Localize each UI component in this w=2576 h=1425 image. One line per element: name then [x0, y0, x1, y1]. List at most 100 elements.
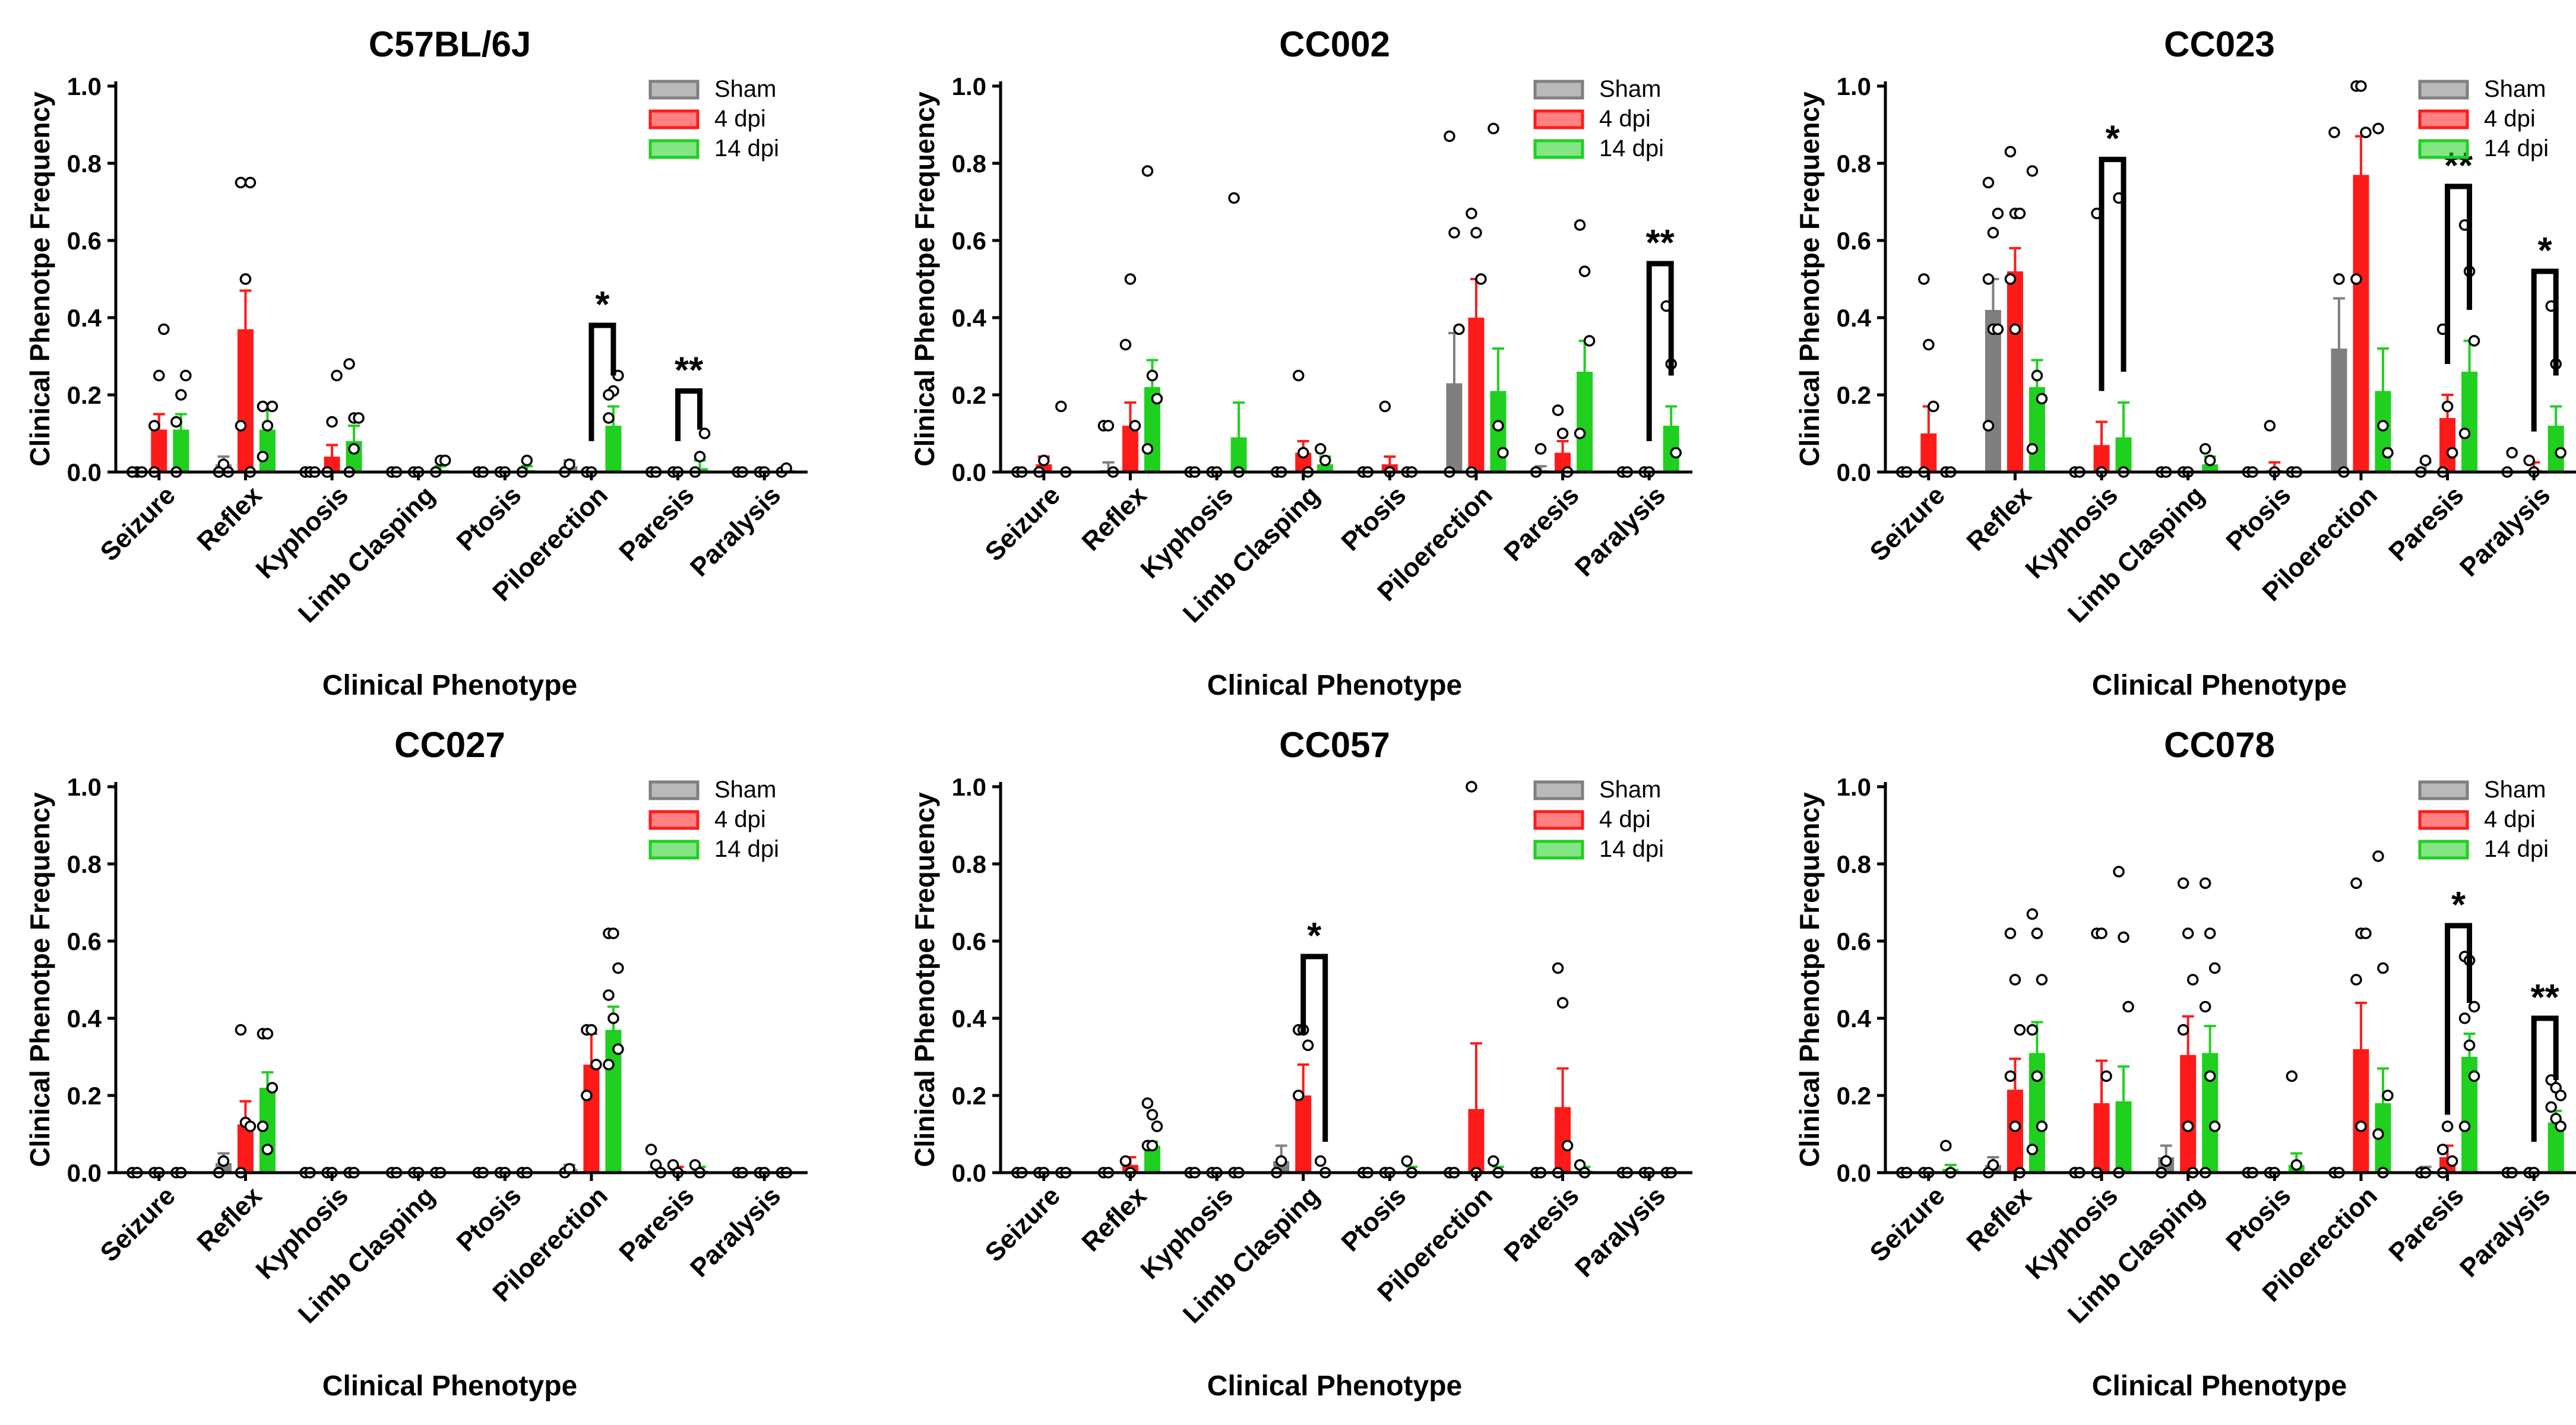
- bar-sham: [1446, 383, 1463, 472]
- data-point: [607, 1012, 619, 1024]
- data-point: [1470, 227, 1482, 239]
- data-point: [2441, 400, 2454, 413]
- y-tick-label: 0.8: [1837, 850, 1871, 878]
- data-point: [2026, 165, 2039, 177]
- significance-label: *: [2538, 230, 2553, 271]
- chart-panel: CC057 Clinical Phenotpe Frequency Clinical…: [909, 725, 1692, 1402]
- data-point: [2458, 1120, 2471, 1132]
- x-axis-label: Clinical Phenotype: [322, 1370, 577, 1402]
- legend-label: 14 dpi: [2484, 135, 2549, 162]
- data-point: [2328, 126, 2340, 138]
- bar-14-dpi: [173, 429, 189, 472]
- y-tick-label: 0.6: [952, 227, 986, 255]
- data-point: [1918, 273, 1930, 285]
- y-tick-label: 0.4: [1837, 304, 1872, 332]
- y-axis-label: Clinical Phenotpe Frequency: [909, 792, 940, 1167]
- data-point: [581, 1090, 593, 1101]
- x-tick-label: Seizure: [980, 1181, 1066, 1267]
- data-point: [2208, 962, 2221, 974]
- data-point: [2264, 420, 2276, 432]
- data-point: [1982, 176, 1995, 189]
- data-point: [1038, 454, 1050, 467]
- data-point: [603, 412, 615, 424]
- data-point: [2122, 1000, 2134, 1013]
- data-point: [1987, 1159, 1999, 1171]
- data-point: [2014, 207, 2026, 220]
- data-point: [1119, 338, 1132, 351]
- x-axis-label: Clinical Phenotype: [322, 670, 577, 701]
- x-tick-label: Seizure: [95, 480, 181, 566]
- data-point: [1292, 369, 1305, 382]
- legend-swatch-sham: [2418, 80, 2469, 100]
- data-point: [1146, 369, 1159, 382]
- bar-4-dpi: [1468, 1109, 1485, 1173]
- data-point: [1552, 404, 1564, 416]
- data-point: [2458, 428, 2471, 439]
- bar-4-dpi: [2353, 175, 2369, 472]
- x-tick-label: Paresis: [1498, 1181, 1584, 1267]
- x-tick-label: Paralysis: [685, 1181, 786, 1282]
- significance-bracket: [2531, 1015, 2559, 1142]
- x-axis-label: Clinical Phenotype: [1207, 1370, 1462, 1402]
- y-axis-label: Clinical Phenotpe Frequency: [909, 91, 940, 467]
- chart-panel: CC027 Clinical Phenotpe Frequency Clinical…: [24, 725, 808, 1402]
- data-point: [2355, 1120, 2367, 1132]
- chart-panel: CC002 Clinical Phenotpe Frequency Clinical…: [909, 24, 1692, 701]
- significance-bracket: [1300, 954, 1328, 1142]
- data-point: [1453, 323, 1465, 335]
- y-tick-label: 0.0: [1837, 1159, 1871, 1187]
- y-tick-label: 0.8: [67, 850, 102, 878]
- data-point: [2004, 273, 2017, 285]
- data-point: [2382, 1090, 2394, 1101]
- chart-title: CC027: [394, 725, 505, 765]
- data-point: [2036, 392, 2048, 405]
- data-point: [1314, 1155, 1327, 1167]
- data-point: [2468, 335, 2480, 347]
- data-point: [590, 1059, 602, 1071]
- data-point: [239, 273, 252, 285]
- x-tick-label: Ptosis: [451, 480, 527, 556]
- data-point: [1319, 454, 1331, 467]
- legend-swatch-sham: [2418, 780, 2469, 800]
- data-point: [2286, 1070, 2298, 1082]
- data-point: [2382, 446, 2394, 459]
- data-point: [1466, 781, 1477, 793]
- y-tick-label: 0.6: [67, 927, 102, 955]
- data-point: [2118, 931, 2129, 943]
- data-point: [2333, 273, 2345, 285]
- x-tick-label: Paresis: [613, 1181, 700, 1267]
- data-point: [1146, 1109, 1159, 1121]
- data-point: [180, 369, 192, 382]
- y-tick-label: 0.2: [67, 1082, 102, 1110]
- bar-14-dpi: [1317, 464, 1334, 472]
- data-point: [2031, 927, 2043, 939]
- y-tick-label: 0.6: [1837, 227, 1871, 255]
- y-tick-label: 0.0: [1837, 458, 1871, 486]
- data-point: [2446, 1155, 2458, 1167]
- data-point: [257, 400, 269, 413]
- data-point: [586, 1024, 597, 1036]
- data-point: [170, 416, 182, 428]
- data-point: [1297, 446, 1309, 459]
- data-point: [1534, 443, 1547, 455]
- data-point: [1928, 400, 1939, 413]
- chart-title: CC078: [2164, 725, 2275, 765]
- data-point: [235, 420, 247, 432]
- legend-swatch-4-dpi: [1533, 109, 1584, 129]
- significance-bracket: [1646, 261, 1674, 441]
- legend-label: 14 dpi: [714, 135, 779, 162]
- data-point: [1578, 265, 1591, 277]
- y-axis-label: Clinical Phenotpe Frequency: [1794, 91, 1825, 467]
- y-tick-label: 0.4: [1837, 1005, 1872, 1033]
- data-point: [2026, 443, 2039, 455]
- x-tick-label: Reflex: [1076, 480, 1152, 556]
- y-tick-label: 0.8: [1837, 150, 1871, 178]
- y-tick-label: 0.8: [952, 150, 986, 178]
- legend-swatch-14-dpi: [2418, 840, 2469, 860]
- bar-4-dpi: [2007, 271, 2023, 472]
- legend-label: 4 dpi: [1599, 806, 1651, 832]
- data-point: [261, 420, 274, 432]
- data-point: [2419, 454, 2432, 467]
- chart-panel: C57BL/6J Clinical Phenotpe Frequency Clini…: [24, 24, 808, 701]
